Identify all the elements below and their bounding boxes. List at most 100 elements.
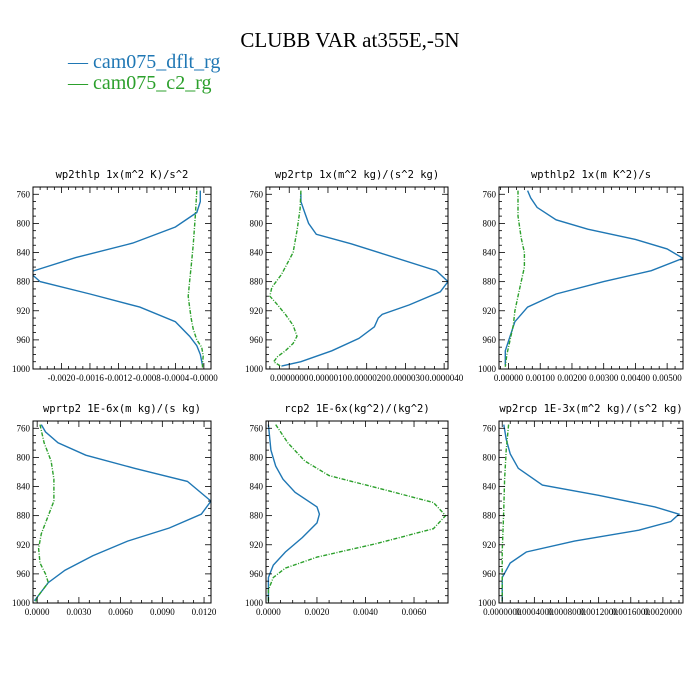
y-tick-label: 1000 bbox=[12, 364, 31, 374]
series-line-cam075_c2_rg bbox=[504, 190, 526, 367]
y-tick-label: 960 bbox=[250, 335, 264, 345]
x-tick-label: 0.0060 bbox=[402, 607, 427, 617]
panel-title: wprtp2 1E-6x(m kg)/(s kg) bbox=[43, 403, 201, 415]
x-tick-label: 0.0060 bbox=[108, 607, 133, 617]
y-tick-label: 1000 bbox=[478, 364, 497, 374]
x-tick-label: 0.00500 bbox=[653, 373, 683, 383]
y-tick-label: 960 bbox=[483, 335, 497, 345]
legend-label-c2: cam075_c2_rg bbox=[93, 72, 212, 94]
y-tick-label: 880 bbox=[250, 511, 264, 521]
x-tick-label: 0.00200 bbox=[557, 373, 587, 383]
x-tick-label: 0.0030 bbox=[67, 607, 92, 617]
y-tick-label: 960 bbox=[483, 569, 497, 579]
chart-panel-6: wp2rcp 1E-3x(m^2 kg)/(s^2 kg)760 800 840 88… bbox=[478, 403, 684, 617]
y-tick-label: 960 bbox=[17, 335, 31, 345]
x-tick-label: -0.0000 bbox=[190, 373, 218, 383]
x-tick-label: 0.00400 bbox=[621, 373, 651, 383]
y-tick-label: 760 bbox=[250, 189, 264, 199]
x-tick-label: -0.0012 bbox=[105, 373, 133, 383]
series-line-cam075_c2_rg bbox=[269, 190, 302, 368]
y-tick-label: 840 bbox=[483, 482, 497, 492]
chart-panel-4: wprtp2 1E-6x(m kg)/(s kg) 760 800 840 880 920… bbox=[12, 403, 217, 617]
panel-title: wp2rcp 1E-3x(m^2 kg)/(s^2 kg) bbox=[499, 403, 682, 415]
legend-entry-c2: — cam075_c2_rg bbox=[68, 72, 212, 95]
y-tick-label: 920 bbox=[483, 306, 497, 316]
x-tick-label: 0.0000 bbox=[256, 607, 281, 617]
panel-title: rcp2 1E-6x(kg^2)/(kg^2) bbox=[284, 403, 429, 415]
y-tick-label: 880 bbox=[483, 277, 497, 287]
x-tick-label: 0.0000010 bbox=[309, 373, 348, 383]
chart-panel-1: wp2thlp 1x(m^2 K)/s^2 760 800 840 880 920 960 1… bbox=[12, 169, 218, 383]
x-tick-label: 0.0000040 bbox=[425, 373, 464, 383]
x-tick-label: 0.00100 bbox=[526, 373, 556, 383]
y-tick-label: 960 bbox=[250, 569, 264, 579]
legend-swatch-dflt: — bbox=[68, 51, 93, 73]
y-tick-label: 880 bbox=[250, 277, 264, 287]
x-tick-label: 0.0020000 bbox=[644, 607, 683, 617]
series-line-cam075_c2_rg bbox=[267, 424, 447, 602]
series-line-cam075_dflt_rg bbox=[267, 424, 321, 602]
series-line-cam075_dflt_rg bbox=[281, 192, 448, 367]
series-line-cam075_c2_rg bbox=[501, 424, 510, 602]
x-tick-label: 0.0004000 bbox=[515, 607, 554, 617]
y-tick-label: 1000 bbox=[12, 598, 31, 608]
y-tick-label: 760 bbox=[17, 423, 31, 433]
y-tick-label: 760 bbox=[250, 423, 264, 433]
panel-title: wp2thlp 1x(m^2 K)/s^2 bbox=[56, 169, 189, 181]
plot-frame bbox=[32, 420, 212, 604]
x-tick-label: 0.0120 bbox=[192, 607, 217, 617]
x-tick-label: 0.0008000 bbox=[547, 607, 586, 617]
y-tick-label: 1000 bbox=[245, 364, 264, 374]
y-tick-label: 800 bbox=[17, 218, 31, 228]
x-tick-label: 0.0000000 bbox=[270, 373, 309, 383]
legend-label-dflt: cam075_dflt_rg bbox=[93, 51, 221, 73]
y-tick-label: 1000 bbox=[478, 598, 497, 608]
y-tick-label: 920 bbox=[250, 306, 264, 316]
x-tick-label: 0.0000030 bbox=[386, 373, 425, 383]
x-tick-label: 0.00300 bbox=[589, 373, 619, 383]
y-tick-label: 880 bbox=[17, 511, 31, 521]
x-tick-label: 0.0090 bbox=[150, 607, 175, 617]
y-tick-label: 960 bbox=[17, 569, 31, 579]
x-tick-label: -0.0020 bbox=[48, 373, 76, 383]
y-tick-label: 800 bbox=[483, 218, 497, 228]
x-tick-label: 0.0020 bbox=[305, 607, 330, 617]
plot-frame bbox=[32, 186, 212, 370]
x-tick-label: 0.0000000 bbox=[483, 607, 522, 617]
x-tick-label: 0.0000020 bbox=[348, 373, 387, 383]
y-tick-label: 840 bbox=[17, 482, 31, 492]
y-tick-label: 760 bbox=[483, 423, 497, 433]
y-tick-label: 800 bbox=[483, 452, 497, 462]
panel-title: wp2rtp 1x(m^2 kg)/(s^2 kg) bbox=[275, 169, 439, 181]
x-tick-label: -0.0004 bbox=[162, 373, 190, 383]
x-tick-label: -0.0008 bbox=[133, 373, 161, 383]
x-tick-label: 0.0040 bbox=[353, 607, 378, 617]
y-tick-label: 880 bbox=[483, 511, 497, 521]
y-tick-label: 760 bbox=[483, 189, 497, 199]
plot-frame bbox=[265, 420, 449, 604]
y-tick-label: 840 bbox=[17, 248, 31, 258]
legend-swatch-c2: — bbox=[68, 72, 93, 94]
series-line-cam075_dflt_rg bbox=[33, 190, 204, 366]
series-line-cam075_dflt_rg bbox=[504, 190, 683, 366]
plot-frame bbox=[498, 420, 684, 604]
y-tick-label: 880 bbox=[17, 277, 31, 287]
y-tick-label: 800 bbox=[250, 218, 264, 228]
series-line-cam075_c2_rg bbox=[187, 190, 204, 368]
y-tick-label: 760 bbox=[17, 189, 31, 199]
chart-panel-5: rcp2 1E-6x(kg^2)/(kg^2) 760 800 840 880 920 96… bbox=[245, 403, 449, 617]
x-tick-label: 0.0012000 bbox=[580, 607, 619, 617]
y-tick-label: 920 bbox=[250, 540, 264, 550]
plot-frame bbox=[498, 186, 684, 370]
y-tick-label: 920 bbox=[483, 540, 497, 550]
plot-frame bbox=[265, 186, 449, 370]
x-tick-label: 0.00000 bbox=[494, 373, 524, 383]
y-tick-label: 840 bbox=[250, 248, 264, 258]
series-line-cam075_dflt_rg bbox=[33, 424, 211, 602]
chart-panel-3: wpthlp2 1x(m K^2)/s 760 800 840 880 920 960 100… bbox=[478, 169, 684, 383]
panel-title: wpthlp2 1x(m K^2)/s bbox=[531, 169, 651, 181]
y-tick-label: 840 bbox=[250, 482, 264, 492]
y-tick-label: 920 bbox=[17, 540, 31, 550]
x-tick-label: 0.0000 bbox=[25, 607, 50, 617]
